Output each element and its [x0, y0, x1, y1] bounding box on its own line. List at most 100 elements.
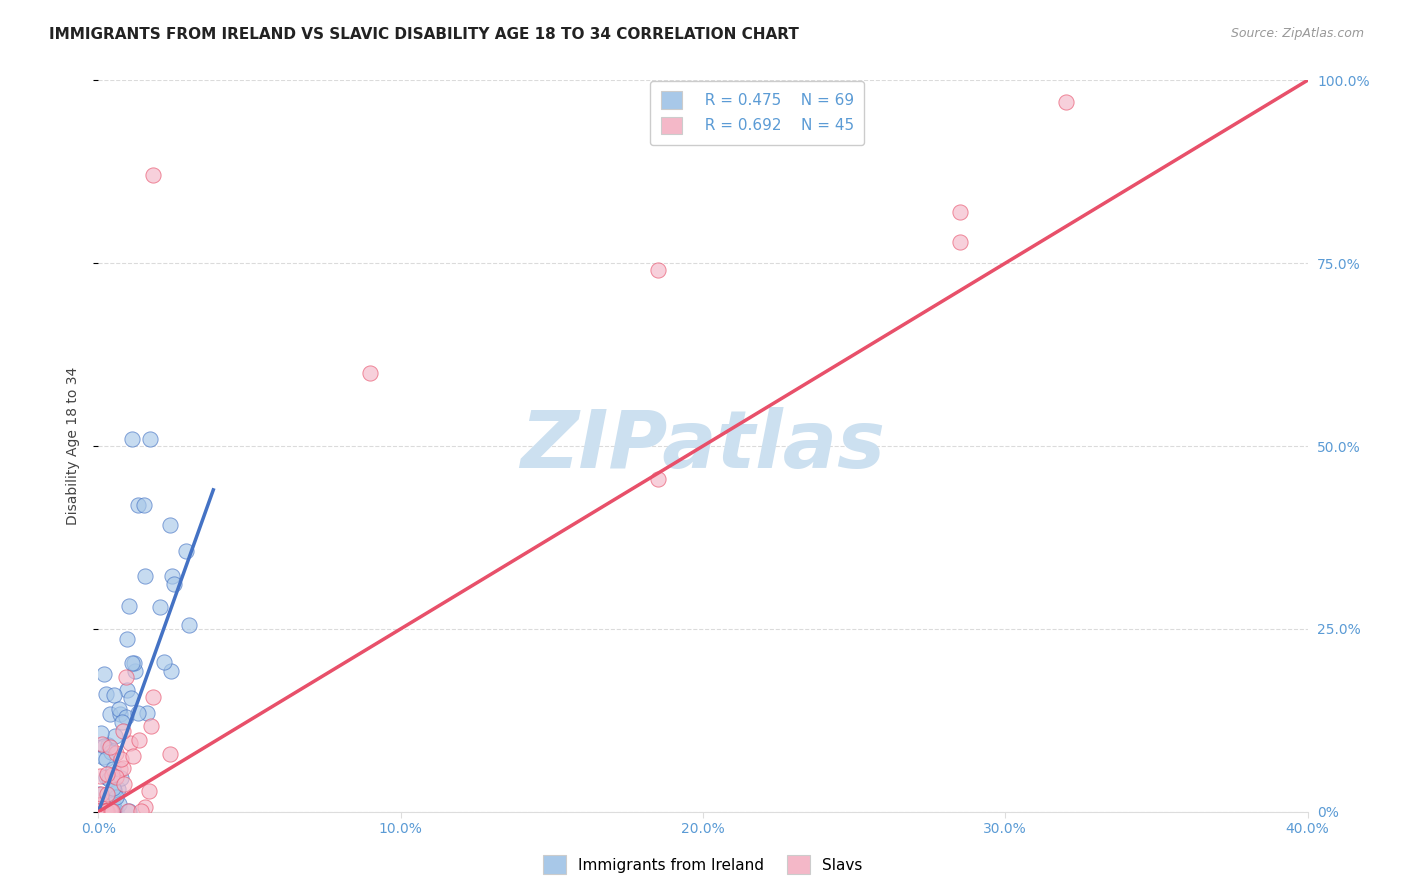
- Y-axis label: Disability Age 18 to 34: Disability Age 18 to 34: [66, 367, 80, 525]
- Point: [91, 797, 114, 812]
- Point: [89, 804, 111, 818]
- Point: [122, 749, 145, 764]
- Point: [94, 804, 117, 818]
- Point: [100, 804, 122, 818]
- Point: [647, 263, 669, 277]
- Point: [108, 702, 131, 716]
- Point: [91, 737, 114, 751]
- Point: [96, 804, 118, 818]
- Point: [129, 804, 152, 818]
- Point: [90, 804, 112, 818]
- Point: [121, 432, 143, 446]
- Point: [153, 655, 176, 669]
- Point: [101, 804, 124, 818]
- Point: [134, 569, 156, 583]
- Point: [90, 804, 112, 818]
- Point: [97, 772, 120, 786]
- Point: [98, 803, 121, 817]
- Text: Source: ZipAtlas.com: Source: ZipAtlas.com: [1230, 27, 1364, 40]
- Point: [93, 739, 115, 753]
- Point: [127, 498, 149, 512]
- Point: [100, 745, 122, 759]
- Point: [108, 763, 131, 777]
- Point: [96, 804, 118, 818]
- Point: [103, 688, 125, 702]
- Point: [104, 790, 127, 805]
- Point: [107, 782, 129, 797]
- Point: [96, 752, 118, 766]
- Point: [91, 804, 114, 818]
- Point: [89, 769, 111, 783]
- Point: [142, 169, 165, 183]
- Point: [104, 729, 127, 743]
- Point: [117, 804, 139, 818]
- Point: [163, 577, 186, 591]
- Point: [134, 800, 156, 814]
- Text: ZIPatlas: ZIPatlas: [520, 407, 886, 485]
- Point: [94, 804, 117, 818]
- Point: [94, 771, 117, 785]
- Point: [89, 804, 111, 818]
- Point: [118, 804, 141, 818]
- Point: [98, 739, 121, 754]
- Point: [142, 690, 165, 704]
- Point: [179, 617, 201, 632]
- Point: [127, 706, 149, 720]
- Point: [159, 747, 181, 762]
- Point: [89, 804, 111, 818]
- Point: [87, 804, 110, 818]
- Point: [117, 683, 139, 698]
- Point: [105, 770, 128, 784]
- Point: [91, 750, 114, 764]
- Point: [100, 804, 122, 818]
- Point: [94, 804, 117, 818]
- Point: [115, 670, 138, 684]
- Point: [111, 724, 134, 739]
- Point: [87, 797, 110, 812]
- Point: [105, 746, 128, 760]
- Point: [91, 804, 114, 818]
- Point: [120, 691, 142, 706]
- Point: [128, 732, 150, 747]
- Point: [101, 781, 124, 796]
- Point: [110, 771, 132, 785]
- Point: [141, 719, 163, 733]
- Point: [122, 656, 145, 670]
- Point: [97, 738, 120, 752]
- Point: [96, 804, 118, 818]
- Point: [96, 767, 118, 781]
- Point: [100, 804, 122, 818]
- Point: [360, 366, 382, 380]
- Point: [112, 777, 135, 791]
- Point: [96, 787, 118, 801]
- Point: [94, 687, 117, 701]
- Point: [949, 205, 972, 219]
- Point: [118, 599, 141, 613]
- Point: [118, 736, 141, 750]
- Point: [87, 804, 110, 818]
- Legend:   R = 0.475    N = 69,   R = 0.692    N = 45: R = 0.475 N = 69, R = 0.692 N = 45: [651, 80, 865, 145]
- Point: [110, 715, 132, 730]
- Point: [139, 432, 162, 446]
- Point: [97, 795, 120, 809]
- Point: [90, 788, 112, 802]
- Text: IMMIGRANTS FROM IRELAND VS SLAVIC DISABILITY AGE 18 TO 34 CORRELATION CHART: IMMIGRANTS FROM IRELAND VS SLAVIC DISABI…: [49, 27, 799, 42]
- Point: [101, 762, 124, 776]
- Point: [132, 498, 155, 512]
- Point: [103, 783, 125, 797]
- Point: [112, 761, 135, 775]
- Point: [159, 517, 181, 532]
- Legend: Immigrants from Ireland, Slavs: Immigrants from Ireland, Slavs: [537, 849, 869, 880]
- Point: [110, 706, 132, 721]
- Point: [110, 752, 132, 766]
- Point: [90, 726, 112, 740]
- Point: [98, 707, 121, 722]
- Point: [93, 804, 115, 818]
- Point: [96, 804, 118, 818]
- Point: [96, 804, 118, 818]
- Point: [91, 804, 114, 818]
- Point: [124, 665, 146, 679]
- Point: [949, 235, 972, 249]
- Point: [101, 768, 124, 782]
- Point: [176, 544, 198, 558]
